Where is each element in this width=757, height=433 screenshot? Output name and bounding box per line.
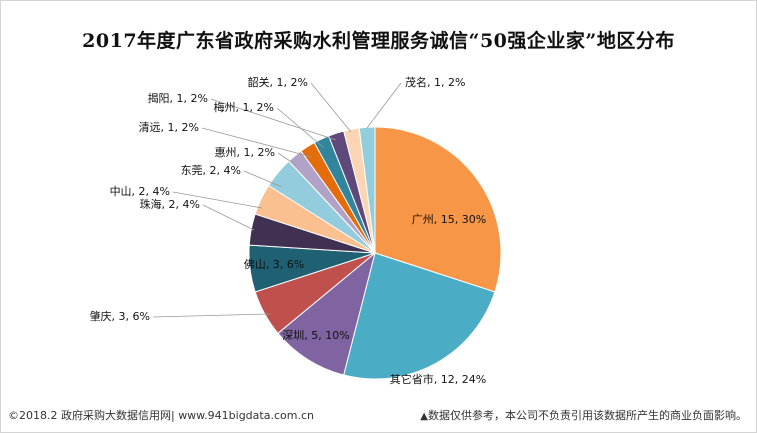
leader-line-10 bbox=[201, 127, 313, 158]
footer-source: ©2018.2 政府采购大数据信用网| www.941bigdata.com.c… bbox=[8, 409, 314, 422]
leader-lines bbox=[152, 82, 402, 318]
leader-line-6 bbox=[202, 204, 255, 231]
slice-label-4: 肇庆, 3, 6% bbox=[90, 309, 150, 323]
slice-label-5: 佛山, 3, 6% bbox=[244, 258, 304, 271]
pie-slice-1 bbox=[374, 126, 502, 293]
pie-slices bbox=[248, 126, 502, 380]
slice-labels: 广州, 15, 30% 其它省市, 12, 24% 深圳, 5, 10% 肇庆, 3,… bbox=[90, 75, 487, 386]
leader-line-8 bbox=[243, 170, 283, 188]
disclaimer-text: 数据仅供参考，本公司不负责引用该数据所产生的商业负面影响。 bbox=[428, 409, 747, 422]
pie-slice-3 bbox=[277, 251, 376, 376]
slice-label-8: 东莞, 2, 4% bbox=[181, 164, 241, 177]
leader-line-9 bbox=[277, 152, 297, 166]
slice-label-10: 清远, 1, 2% bbox=[139, 121, 199, 134]
slice-label-7: 中山, 2, 4% bbox=[110, 185, 170, 198]
leader-line-13 bbox=[310, 82, 352, 133]
leader-line-14 bbox=[366, 82, 402, 129]
slice-label-1: 广州, 15, 30% bbox=[412, 213, 486, 226]
pie-slice-2 bbox=[343, 252, 496, 380]
footer-disclaimer: ▲数据仅供参考，本公司不负责引用该数据所产生的商业负面影响。 bbox=[420, 407, 747, 423]
slice-label-3: 深圳, 5, 10% bbox=[282, 329, 349, 342]
slice-label-9: 惠州, 1, 2% bbox=[215, 145, 275, 159]
slice-label-11: 梅州, 1, 2% bbox=[214, 100, 274, 114]
slice-label-6: 珠海, 2, 4% bbox=[140, 197, 200, 211]
chart-title: 2017年度广东省政府采购水利管理服务诚信“50强企业家”地区分布 bbox=[82, 30, 675, 52]
slice-label-2: 其它省市, 12, 24% bbox=[390, 372, 486, 386]
slice-label-12: 揭阳, 1, 2% bbox=[148, 91, 208, 105]
leader-line-12 bbox=[210, 98, 337, 141]
warning-triangle-icon: ▲ bbox=[420, 411, 428, 422]
leader-line-4 bbox=[152, 313, 271, 318]
slice-label-14: 茂名, 1, 2% bbox=[405, 75, 465, 89]
slice-label-13: 韶关, 1, 2% bbox=[248, 75, 308, 89]
leader-line-7 bbox=[172, 191, 263, 209]
